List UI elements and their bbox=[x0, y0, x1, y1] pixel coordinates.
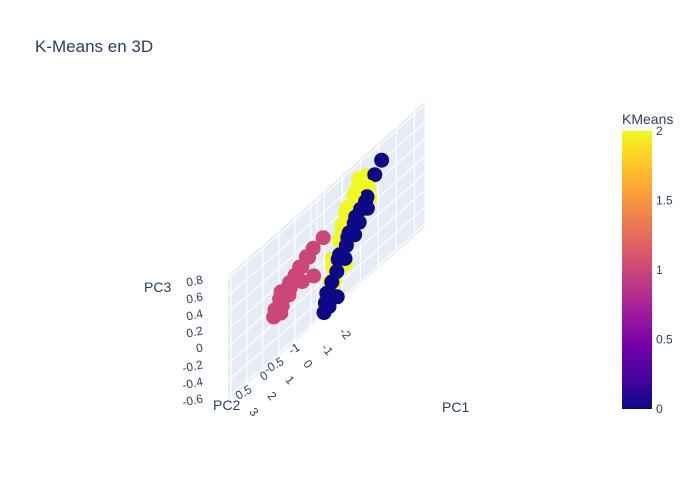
z-tick-label: 0.8 bbox=[185, 272, 205, 289]
data-point-cluster-0 bbox=[367, 167, 383, 183]
gridline bbox=[227, 217, 318, 297]
colorbar-tick-label: 1 bbox=[656, 263, 663, 277]
data-point-cluster-0 bbox=[324, 274, 340, 290]
axis-title-pc2: PC2 bbox=[213, 397, 240, 413]
x-tick-label: 2 bbox=[265, 389, 280, 403]
data-point-cluster-1 bbox=[281, 287, 297, 303]
z-tick-label: -0.6 bbox=[181, 391, 204, 409]
gridline bbox=[227, 302, 318, 382]
gridline bbox=[316, 104, 426, 202]
gridline bbox=[227, 200, 318, 280]
x-tick-label: -2 bbox=[337, 325, 355, 342]
axis-title-pc1: PC1 bbox=[442, 399, 469, 415]
x-tick-label: 3 bbox=[247, 405, 262, 419]
chart-title: K-Means en 3D bbox=[35, 37, 153, 56]
data-point-cluster-1 bbox=[315, 230, 331, 246]
z-tick-label: -0.4 bbox=[181, 374, 204, 392]
data-markers bbox=[266, 152, 390, 325]
colorbar-title: KMeans bbox=[622, 111, 673, 127]
data-point-cluster-0 bbox=[359, 200, 375, 216]
colorbar: KMeans 2 1.5 1 0.5 0 bbox=[622, 111, 673, 416]
data-point-cluster-2 bbox=[350, 171, 366, 187]
data-point-cluster-2 bbox=[346, 187, 362, 203]
data-point-cluster-0 bbox=[374, 152, 390, 168]
colorbar-gradient bbox=[622, 131, 652, 409]
data-point-cluster-1 bbox=[294, 274, 310, 290]
x-tick-label: 1 bbox=[283, 373, 298, 387]
z-tick-label: 0.2 bbox=[185, 323, 205, 340]
data-point-cluster-0 bbox=[316, 305, 332, 321]
data-point-cluster-1 bbox=[273, 305, 289, 321]
tick-labels: 0.80.60.40.20-0.2-0.4-0.6-1-0.500.53210-… bbox=[181, 272, 354, 419]
data-point-cluster-1 bbox=[301, 249, 317, 265]
gridline bbox=[227, 319, 318, 399]
colorbar-tick-label: 0 bbox=[656, 402, 663, 416]
z-tick-label: 0 bbox=[195, 340, 205, 355]
data-point-cluster-1 bbox=[306, 268, 322, 284]
x-tick-label: -1 bbox=[319, 341, 337, 358]
gridline bbox=[227, 234, 318, 314]
data-point-cluster-0 bbox=[351, 214, 367, 230]
z-tick-label: -0.2 bbox=[181, 357, 204, 375]
data-point-cluster-0 bbox=[347, 227, 363, 243]
colorbar-tick-label: 0.5 bbox=[656, 333, 673, 347]
data-point-cluster-0 bbox=[337, 251, 353, 266]
z-tick-label: 0.4 bbox=[185, 306, 205, 323]
colorbar-tick-label: 1.5 bbox=[656, 194, 673, 208]
data-point-cluster-0 bbox=[338, 237, 354, 253]
x-tick-label: 0 bbox=[301, 357, 316, 371]
colorbar-tick-label: 2 bbox=[656, 124, 663, 138]
colorbar-ticks: 2 1.5 1 0.5 0 bbox=[656, 124, 673, 416]
gridline bbox=[227, 285, 318, 365]
3d-scene[interactable]: 0.80.60.40.20-0.2-0.4-0.6-1-0.500.53210-… bbox=[144, 99, 469, 420]
axis-title-pc3: PC3 bbox=[144, 279, 171, 295]
z-tick-label: 0.6 bbox=[185, 289, 205, 306]
gridline bbox=[230, 303, 340, 401]
